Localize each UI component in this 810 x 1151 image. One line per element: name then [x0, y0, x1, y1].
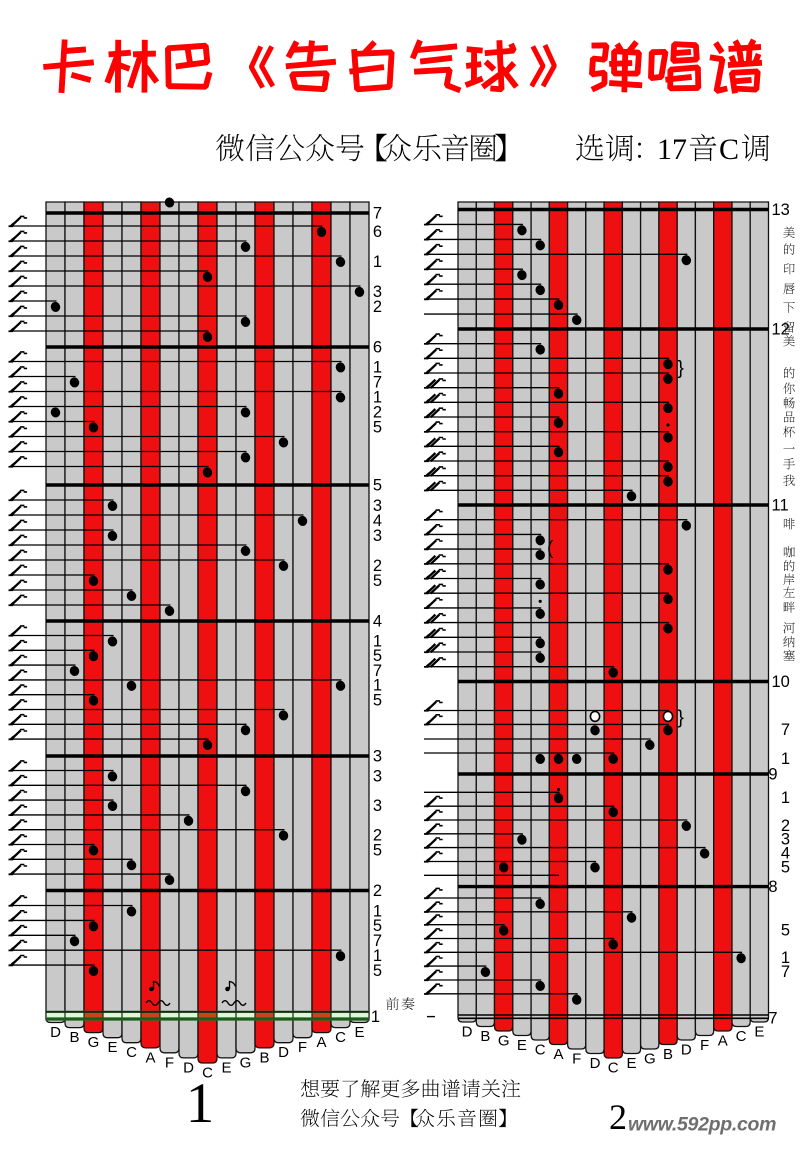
svg-text:D: D: [590, 1055, 601, 1072]
svg-text:7: 7: [373, 205, 382, 223]
svg-text:5: 5: [373, 917, 382, 935]
svg-text:3: 3: [373, 767, 382, 785]
svg-text:1: 1: [186, 1072, 215, 1135]
svg-text:5: 5: [781, 858, 790, 876]
svg-text:E: E: [626, 1055, 636, 1072]
svg-text:7: 7: [373, 373, 382, 391]
svg-text:5: 5: [373, 841, 382, 859]
svg-text:C: C: [608, 1060, 619, 1077]
svg-text:2: 2: [373, 882, 382, 900]
svg-text:1: 1: [373, 902, 382, 920]
svg-text:C: C: [126, 1044, 137, 1061]
svg-text:E: E: [354, 1024, 364, 1041]
svg-text:}: }: [678, 358, 684, 379]
svg-text:2: 2: [609, 1097, 627, 1137]
svg-text:C: C: [202, 1065, 213, 1082]
svg-text:2: 2: [781, 817, 790, 835]
svg-text:1: 1: [373, 677, 382, 695]
svg-text:11: 11: [772, 497, 789, 515]
svg-text:B: B: [259, 1049, 269, 1066]
svg-text:7: 7: [781, 721, 790, 739]
svg-text:1: 1: [373, 632, 382, 650]
svg-text:1: 1: [781, 949, 790, 967]
svg-text:F: F: [572, 1051, 581, 1068]
svg-text:E: E: [754, 1024, 764, 1041]
svg-text:5: 5: [781, 922, 790, 940]
svg-text:D: D: [462, 1024, 473, 1041]
svg-text:C: C: [736, 1028, 747, 1045]
svg-text:9: 9: [768, 766, 777, 784]
svg-text:7: 7: [373, 662, 382, 680]
svg-text:A: A: [718, 1033, 728, 1050]
svg-text:A: A: [553, 1046, 563, 1063]
svg-text:3: 3: [781, 831, 790, 849]
svg-text:C: C: [535, 1042, 546, 1059]
svg-text:1: 1: [373, 388, 382, 406]
svg-text:F: F: [298, 1039, 307, 1056]
svg-text:2: 2: [373, 403, 382, 421]
svg-text:B: B: [480, 1028, 490, 1045]
svg-text:10: 10: [772, 673, 790, 691]
svg-text:17: 17: [657, 133, 687, 166]
svg-text:G: G: [498, 1033, 510, 1050]
svg-text:6: 6: [373, 223, 382, 241]
svg-text:1: 1: [373, 253, 382, 271]
svg-text:5: 5: [373, 962, 382, 980]
svg-text:7: 7: [768, 1010, 777, 1028]
svg-text:F: F: [165, 1054, 174, 1071]
svg-text:5: 5: [373, 647, 382, 665]
svg-text:5: 5: [373, 692, 382, 710]
svg-text:5: 5: [373, 418, 382, 436]
svg-text:7: 7: [373, 932, 382, 950]
svg-text:B: B: [663, 1046, 673, 1063]
svg-text:(: (: [547, 538, 554, 559]
svg-text:2: 2: [373, 827, 382, 845]
svg-text:3: 3: [373, 748, 382, 766]
svg-text:B: B: [69, 1029, 79, 1046]
svg-text:5: 5: [373, 477, 382, 495]
svg-text:2: 2: [373, 298, 382, 316]
svg-text:C: C: [719, 133, 739, 166]
svg-text:E: E: [107, 1039, 117, 1056]
svg-text:C: C: [335, 1029, 346, 1046]
svg-text:3: 3: [373, 797, 382, 815]
svg-text:A: A: [316, 1034, 326, 1051]
svg-text:1: 1: [781, 750, 790, 768]
svg-text:3: 3: [373, 283, 382, 301]
svg-text:}: }: [678, 708, 684, 729]
svg-text:D: D: [183, 1059, 194, 1076]
svg-text:3: 3: [373, 527, 382, 545]
svg-text:7: 7: [781, 963, 790, 981]
svg-text:G: G: [644, 1051, 656, 1068]
svg-text:12: 12: [772, 321, 790, 339]
svg-text:1: 1: [373, 358, 382, 376]
svg-text:E: E: [517, 1037, 527, 1054]
svg-text:www.592pp.com: www.592pp.com: [628, 1114, 776, 1136]
svg-text:2: 2: [373, 557, 382, 575]
svg-text:G: G: [240, 1054, 252, 1071]
svg-text:1: 1: [371, 1008, 380, 1026]
svg-text:3: 3: [373, 497, 382, 515]
svg-text:A: A: [145, 1049, 155, 1066]
svg-text:13: 13: [772, 201, 790, 219]
svg-text:4: 4: [373, 512, 382, 530]
svg-text:6: 6: [373, 339, 382, 357]
svg-text:4: 4: [373, 613, 382, 631]
svg-text:5: 5: [373, 572, 382, 590]
svg-text:E: E: [221, 1059, 231, 1076]
svg-text:D: D: [681, 1042, 692, 1059]
svg-text:1: 1: [781, 789, 790, 807]
svg-text:F: F: [700, 1037, 709, 1054]
svg-text:G: G: [88, 1034, 100, 1051]
svg-text:1: 1: [373, 947, 382, 965]
svg-text:D: D: [50, 1024, 61, 1041]
svg-text:8: 8: [768, 878, 777, 896]
svg-text:D: D: [278, 1044, 289, 1061]
svg-text:4: 4: [781, 844, 790, 862]
